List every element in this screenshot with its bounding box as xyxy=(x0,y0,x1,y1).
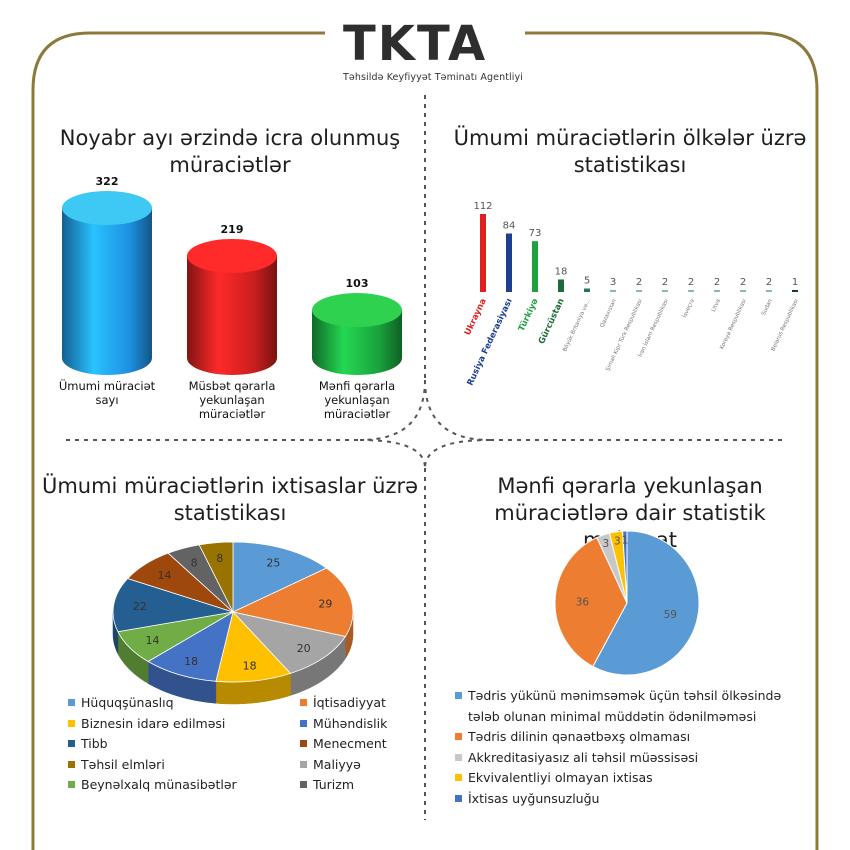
cylinder-category-label: Mənfi qərarla yekunlaşan müraciətlər xyxy=(318,379,396,421)
legend-swatch xyxy=(300,719,307,727)
legend-item: Akkreditasiyasız ali təhsil müəssisəsi xyxy=(455,750,698,765)
legend-item: Tədris yükünü mənimsəmək üçün təhsil ölk… xyxy=(455,688,781,703)
legend-swatch xyxy=(68,740,75,747)
legend-label: İqtisadiyyat xyxy=(313,695,386,710)
panel-title-bottom-left: Ümumi müraciətlərin ixtisaslar üzrə stat… xyxy=(41,474,419,525)
legend-swatch xyxy=(455,794,462,802)
panel-title-bottom-right: Mənfi qərarla yekunlaşan müraciətlərə da… xyxy=(494,474,766,552)
legend-item: İxtisas uyğunsuzluğu xyxy=(455,791,599,806)
legend-label: Menecment xyxy=(313,736,387,751)
legend-swatch xyxy=(68,781,75,788)
legend-swatch xyxy=(300,699,307,706)
logo-subtitle: Təhsildə Keyfiyyət Təminatı Agentliyi xyxy=(343,72,523,83)
legend-swatch xyxy=(455,692,462,699)
legend-label: Akkreditasiyasız ali təhsil müəssisəsi xyxy=(468,749,699,765)
legend-label: Mühəndislik xyxy=(313,715,388,731)
legend-label-continuation: tələb olunan minimal müddətin ödənilməmə… xyxy=(468,708,757,724)
legend-label: Turizm xyxy=(313,777,355,792)
legend-label: Hüquqşünaslıq xyxy=(81,695,174,710)
cylinder-category-label: Ümumi müraciət sayı xyxy=(58,379,156,407)
legend-label: Tədris dilinin qənaətbəxş olmaması xyxy=(468,729,691,744)
legend-item: Tədris dilinin qənaətbəxş olmaması xyxy=(455,729,690,744)
legend-label: Biznesin idarə edilməsi xyxy=(81,715,226,731)
legend-swatch xyxy=(455,774,462,781)
legend-label: Tibb xyxy=(81,736,108,751)
divider-curve-tr xyxy=(424,379,491,441)
legend-item: Mühəndislik xyxy=(300,716,387,731)
legend-swatch xyxy=(68,699,75,706)
legend-swatch xyxy=(300,740,307,747)
legend-label: İxtisas uyğunsuzluğu xyxy=(468,790,600,806)
divider-curve-tl xyxy=(359,379,426,441)
legend-label: Beynəlxalq münasibətlər xyxy=(81,777,237,792)
legend-swatch xyxy=(68,719,75,727)
panel-title-top-right: Ümumi müraciətlərin ölkələr üzrə statist… xyxy=(453,126,807,177)
legend-item: Tibb xyxy=(68,736,108,751)
legend-label: Tədris yükünü mənimsəmək üçün təhsil ölk… xyxy=(468,688,782,703)
logo-text: TKTA xyxy=(343,16,488,72)
divider-curve-br xyxy=(424,439,491,469)
divider-curve-bl xyxy=(359,439,426,469)
brand-logo: TKTA Təhsildə Keyfiyyət Təminatı Agentli… xyxy=(343,20,523,86)
legend-swatch xyxy=(68,760,75,768)
legend-swatch xyxy=(300,760,307,768)
legend-item: Menecment xyxy=(300,736,387,751)
legend-item: Ekvivalentliyi olmayan ixtisas xyxy=(455,770,653,785)
cylinder-category-label: Müsbət qərarla yekunlaşan müraciətlər xyxy=(188,379,276,421)
legend-label: Ekvivalentliyi olmayan ixtisas xyxy=(468,770,653,785)
legend-swatch xyxy=(455,733,462,740)
legend-label: Təhsil elmləri xyxy=(81,756,165,772)
legend-item: Hüquqşünaslıq xyxy=(68,695,174,710)
legend-swatch xyxy=(455,753,462,761)
legend-item: İqtisadiyyat xyxy=(300,695,386,710)
legend-item: Turizm xyxy=(300,777,354,792)
legend-item: Beynəlxalq münasibətlər xyxy=(68,777,237,792)
panel-title-top-left: Noyabr ayı ərzində icra olunmuş müraciət… xyxy=(59,126,401,177)
legend-item: Təhsil elmləri xyxy=(68,757,165,772)
legend-swatch xyxy=(300,781,307,788)
frame-border xyxy=(31,31,819,850)
legend-item: Biznesin idarə edilməsi xyxy=(68,716,225,731)
legend-label: Maliyyə xyxy=(313,756,361,772)
legend-item: Maliyyə xyxy=(300,757,361,772)
